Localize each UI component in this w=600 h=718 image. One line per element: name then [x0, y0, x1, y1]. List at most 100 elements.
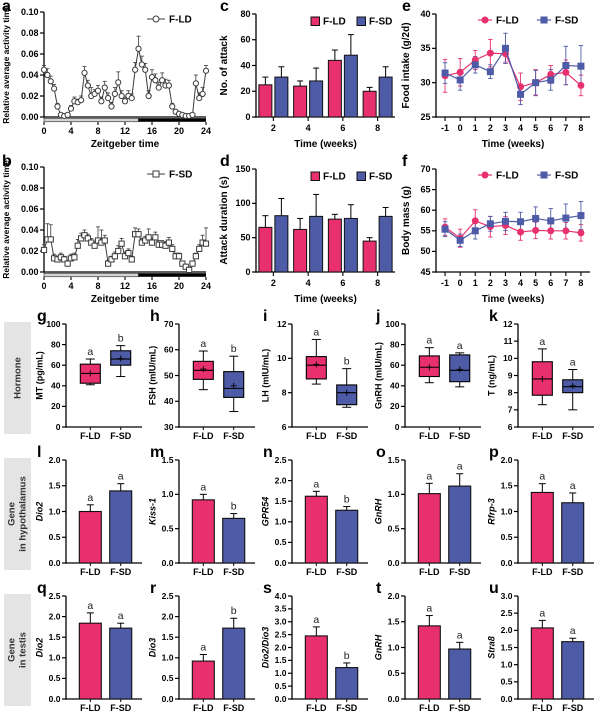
svg-text:-1: -1: [441, 123, 449, 133]
svg-text:60: 60: [390, 360, 400, 370]
svg-text:F-LD: F-LD: [193, 567, 214, 577]
activity-chart-f-ld: 0.00 0.02 0.04 0.06 0.08 0.10 Relative average…: [1, 5, 211, 150]
panel-letter-t: t: [376, 580, 382, 597]
svg-text:3.5: 3.5: [275, 604, 287, 614]
svg-text:F-SD: F-SD: [223, 703, 244, 713]
svg-text:F-LD: F-LD: [80, 431, 101, 441]
svg-text:6: 6: [508, 422, 513, 432]
svg-text:0.5: 0.5: [162, 523, 174, 533]
svg-text:1.5: 1.5: [275, 496, 287, 506]
svg-text:a: a: [570, 625, 576, 637]
svg-text:30: 30: [164, 422, 174, 432]
panel-letter-c: c: [220, 0, 229, 15]
svg-text:20: 20: [51, 401, 61, 411]
row-2: b 0.00 0.02 0.04 0.06 0.08 0.10 Relative avera…: [0, 153, 600, 310]
panel-letter-s: s: [263, 580, 272, 597]
svg-text:1.0: 1.0: [501, 506, 513, 516]
svg-text:F-SD: F-SD: [562, 431, 583, 441]
svg-text:6: 6: [548, 278, 553, 288]
svg-text:0.04: 0.04: [21, 70, 39, 80]
svg-text:F-LD: F-LD: [323, 172, 346, 183]
panel-s: s 0.0 0.5 1.0 1.5 2.0 2.5 3.0 3.5 4.0 Dio2/Dio3 F-…: [261, 580, 374, 718]
svg-text:Zeitgeber time: Zeitgeber time: [91, 139, 160, 150]
svg-text:2: 2: [271, 123, 276, 133]
svg-text:F-SD: F-SD: [110, 431, 131, 441]
svg-text:Rfrp-3: Rfrp-3: [487, 498, 497, 525]
svg-text:GnRH: GnRH: [374, 498, 384, 524]
svg-text:20: 20: [174, 281, 184, 291]
svg-text:Stra8: Stra8: [487, 636, 497, 659]
svg-text:0.0: 0.0: [501, 694, 513, 704]
panel-g: g 0 20 40 60 80 100 MT (pg/mL) F-LD a F-SD b: [35, 308, 148, 446]
svg-text:2: 2: [488, 123, 493, 133]
svg-text:FSH (mIU/mL): FSH (mIU/mL): [148, 346, 158, 406]
svg-text:1.0: 1.0: [49, 653, 61, 663]
svg-text:50: 50: [164, 370, 174, 380]
svg-text:0.5: 0.5: [49, 532, 61, 542]
svg-text:0.08: 0.08: [21, 183, 39, 193]
svg-text:12: 12: [120, 281, 130, 291]
svg-text:a: a: [539, 607, 545, 619]
svg-text:6: 6: [548, 123, 553, 133]
svg-text:F-LD: F-LD: [193, 431, 214, 441]
svg-text:2.0: 2.0: [275, 475, 287, 485]
panel-letter-k: k: [489, 308, 498, 325]
svg-text:40: 40: [240, 60, 250, 70]
panel-letter-a: a: [2, 0, 11, 15]
svg-text:3: 3: [503, 278, 508, 288]
svg-text:1.5: 1.5: [49, 481, 61, 491]
dio2-dio3-ratio-bar: 0.0 0.5 1.0 1.5 2.0 2.5 3.0 3.5 4.0 Dio2/Dio3 F-LD…: [261, 591, 368, 713]
svg-text:50: 50: [240, 232, 250, 242]
panel-letter-p: p: [489, 444, 499, 461]
svg-text:55: 55: [420, 226, 430, 236]
dio2-testis-bar: 0.0 0.5 1.0 1.5 2.0 2.5 Dio2 F-LD a F-SD a: [35, 591, 142, 713]
panel-n: n 0.0 0.5 1.0 1.5 2.0 2.5 GPR54 F-LD a F-SD b: [261, 444, 374, 582]
svg-text:F-LD: F-LD: [419, 567, 440, 577]
svg-text:b: b: [231, 343, 237, 355]
svg-text:a: a: [570, 480, 576, 492]
svg-text:0.0: 0.0: [388, 694, 400, 704]
gnrh-hypothalamus-bar: 0.0 0.5 1.0 1.5 GnRH F-LD a F-SD a: [374, 455, 481, 577]
dio2-hypothalamus-bar: 0.0 0.5 1.0 1.5 2.0 Dio2 F-LD a F-SD a: [35, 455, 142, 577]
svg-text:1.0: 1.0: [501, 659, 513, 669]
svg-text:2.0: 2.0: [501, 455, 513, 465]
svg-text:F-SD: F-SD: [562, 703, 583, 713]
svg-text:40: 40: [164, 396, 174, 406]
svg-text:100: 100: [235, 198, 250, 208]
svg-text:F-SD: F-SD: [336, 703, 357, 713]
fsh-boxplot: 30 40 50 60 70 FSH (mIU/mL) F-LD a F-SD b: [148, 319, 255, 441]
svg-text:0.00: 0.00: [21, 112, 39, 122]
svg-text:16: 16: [147, 126, 157, 136]
group-label-hormone: Hormone: [4, 322, 31, 434]
svg-text:a: a: [457, 340, 463, 352]
svg-text:24: 24: [201, 126, 211, 136]
svg-text:2.5: 2.5: [275, 455, 287, 465]
svg-text:GnRH (mIU/mL): GnRH (mIU/mL): [374, 342, 384, 409]
panel-i: i 6 8 10 12 LH (mIU/mL) F-LD a F-SD b: [261, 308, 374, 446]
svg-text:0.04: 0.04: [21, 225, 39, 235]
svg-text:Zeitgeber time: Zeitgeber time: [91, 294, 160, 305]
svg-text:5: 5: [533, 278, 538, 288]
svg-text:F-LD: F-LD: [169, 15, 192, 26]
group-label-gene-hypothalamus: Gene in hypothalamus: [4, 458, 31, 570]
panel-t: t 0.0 0.5 1.0 1.5 2.0 GnRH F-LD a F-SD a: [374, 580, 487, 718]
svg-text:2.0: 2.0: [275, 642, 287, 652]
svg-text:60: 60: [420, 205, 430, 215]
svg-text:3.0: 3.0: [501, 591, 513, 601]
svg-text:4: 4: [518, 278, 523, 288]
svg-text:2.5: 2.5: [275, 629, 287, 639]
rfrp3-bar: 0.0 0.5 1.0 1.5 2.0 Rfrp-3 F-LD a F-SD a: [487, 455, 594, 577]
svg-text:0: 0: [458, 278, 463, 288]
svg-text:1.5: 1.5: [49, 632, 61, 642]
svg-text:a: a: [426, 603, 432, 615]
svg-text:8: 8: [508, 387, 513, 397]
svg-text:2.5: 2.5: [501, 608, 513, 618]
svg-text:F-LD: F-LD: [532, 703, 553, 713]
svg-text:Kiss-1: Kiss-1: [148, 498, 158, 525]
stra8-bar: 0.0 0.5 1.0 1.5 2.0 2.5 3.0 Stra8 F-LD a F-SD a: [487, 591, 594, 713]
svg-text:3: 3: [503, 123, 508, 133]
panel-letter-f: f: [402, 153, 408, 170]
svg-text:0: 0: [245, 267, 250, 277]
gpr54-bar: 0.0 0.5 1.0 1.5 2.0 2.5 GPR54 F-LD a F-SD b: [261, 455, 368, 577]
